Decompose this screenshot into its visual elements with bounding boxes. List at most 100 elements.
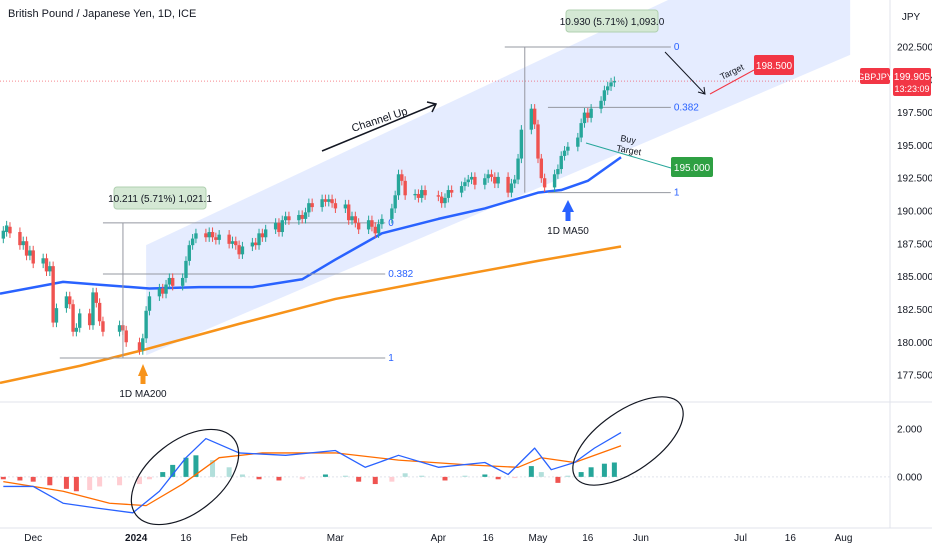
candle: [483, 178, 487, 185]
macd-histogram-bar: [322, 474, 328, 477]
candle: [41, 258, 45, 264]
fib-1-level-label: 0: [388, 218, 394, 229]
candle: [473, 176, 477, 185]
candle: [353, 216, 358, 223]
candle: [74, 327, 79, 332]
candle: [350, 216, 354, 221]
candle: [68, 296, 72, 305]
candle: [529, 108, 534, 130]
candle: [330, 199, 334, 204]
channel-arrow: [321, 103, 437, 152]
candle: [18, 232, 22, 246]
time-tick-label: Jun: [633, 533, 649, 544]
macd-cross-ellipse: [130, 428, 240, 526]
candle: [54, 308, 59, 323]
time-tick-label: 2024: [125, 533, 148, 544]
candle: [436, 195, 441, 197]
price-tick-label: 197.500: [897, 108, 932, 119]
candle: [184, 260, 188, 278]
candle: [509, 183, 514, 193]
macd-line: [3, 431, 622, 514]
macd-histogram-bar: [389, 476, 395, 482]
fib-1-measure-box: 10.211 (5.71%) 1,021.1: [108, 186, 212, 210]
candle: [227, 234, 231, 244]
buy-target-line: [585, 142, 672, 169]
candle: [71, 304, 75, 332]
candle: [446, 190, 451, 198]
candle: [24, 241, 29, 256]
candle: [493, 176, 497, 184]
macd-histogram-bar: [73, 476, 79, 492]
target-value: 198.500: [756, 61, 793, 72]
macd-histogram-bar: [442, 476, 448, 481]
macd-histogram-bar: [226, 467, 232, 477]
candle: [327, 199, 331, 202]
candle: [552, 174, 557, 188]
candle: [376, 224, 381, 234]
candle: [606, 86, 610, 91]
price-tick-label: 190.000: [897, 207, 932, 218]
candle: [297, 214, 301, 221]
macd-histogram-bar: [193, 455, 199, 477]
macd-histogram-bar: [342, 475, 348, 477]
macd-tick-label: 0.000: [897, 472, 922, 483]
buy-target-value: 195.000: [674, 163, 711, 174]
candle: [562, 150, 567, 156]
candle: [506, 176, 510, 193]
macd-histogram-bar: [495, 476, 501, 480]
macd-signal-line: [3, 445, 622, 507]
time-tick-label: 16: [582, 533, 594, 544]
fib-1-level-label: 0.382: [388, 269, 413, 280]
price-tick-label: 195.000: [897, 141, 932, 152]
candle: [390, 208, 394, 219]
candle: [320, 199, 324, 208]
candle: [513, 179, 517, 184]
ma50-line: [0, 156, 622, 295]
candle: [137, 342, 142, 351]
candle: [250, 242, 255, 247]
ma200-arrow-head: [138, 364, 148, 376]
macd-histogram-bar: [160, 472, 166, 477]
macd-histogram-bar: [565, 475, 571, 477]
candle: [356, 222, 361, 230]
target-box: [754, 55, 794, 75]
candle: [254, 242, 258, 246]
chart-title: British Pound / Japanese Yen, 1D, ICE: [8, 8, 197, 20]
candle: [556, 169, 560, 175]
candle: [516, 158, 520, 180]
candle: [4, 225, 9, 233]
candle: [396, 174, 401, 196]
candle: [519, 129, 524, 159]
candle: [559, 155, 563, 170]
macd-histogram-bar: [97, 476, 103, 487]
bar-countdown: 13:23:09: [894, 84, 929, 94]
fib-1-measure-label: 10.211 (5.71%) 1,021.1: [108, 194, 212, 205]
macd-histogram-bar: [538, 472, 544, 477]
last-price-value: 199.905: [894, 72, 931, 83]
ma50-arrow-head: [562, 200, 574, 212]
candle: [101, 321, 105, 332]
time-tick-label: Jul: [734, 533, 747, 544]
candle: [300, 214, 304, 219]
candle: [346, 204, 351, 221]
fib-1-measure-box-bg: [113, 186, 207, 210]
candle: [373, 226, 377, 234]
macd-histogram-bar: [462, 475, 468, 477]
macd-histogram-bar: [30, 476, 36, 482]
last-price-tag: [893, 68, 931, 96]
symbol-tag: [860, 68, 890, 84]
candle: [237, 245, 241, 255]
candle: [273, 222, 278, 230]
price-tick-label: 192.500: [897, 174, 932, 185]
candle: [1, 230, 6, 239]
candle: [486, 174, 490, 179]
candle: [263, 229, 268, 238]
fib-2-level-label: 1: [674, 188, 680, 199]
candle: [532, 108, 537, 125]
ma200-label: 1D MA200: [119, 389, 167, 400]
candle: [190, 238, 195, 246]
macd-histogram-bar: [183, 457, 189, 477]
candle: [393, 195, 397, 209]
candle: [257, 233, 261, 246]
